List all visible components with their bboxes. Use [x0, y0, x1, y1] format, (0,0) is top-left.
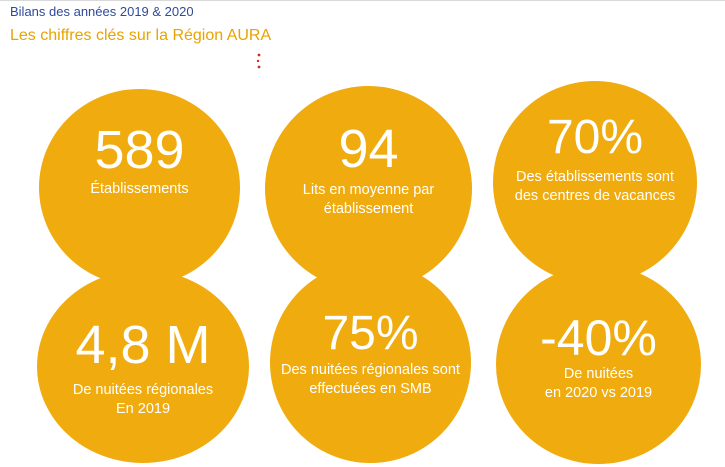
stat-value: 4,8 M — [75, 315, 211, 375]
stat-value: 75% — [322, 307, 419, 360]
stat-circle-regional-nights: 4,8 M De nuitées régionales En 2019 — [37, 270, 249, 463]
stat-description-line: Des établissements sont — [516, 169, 674, 185]
stat-description: Des nuitées régionales sont effectuées e… — [264, 361, 477, 399]
stat-description: Lits en moyenne par établissement — [259, 181, 478, 219]
page-subtitle: Les chiffres clés sur la Région AURA — [10, 27, 272, 44]
stat-description-line: De nuitées — [563, 366, 634, 382]
stat-circle-holiday-centers: 70% Des établissements sont des centres … — [493, 81, 697, 284]
stat-description-line: Des nuitées régionales sont — [281, 362, 460, 378]
page-title: Bilans des années 2019 & 2020 — [10, 4, 194, 19]
stat-description-line: En 2019 — [115, 401, 171, 417]
stat-description-line: De nuitées régionales — [72, 382, 214, 398]
stat-circle-establishments: 589 Établissements — [39, 89, 240, 286]
top-divider — [0, 0, 725, 1]
stat-circle-smb-nights: 75% Des nuitées régionales sont effectué… — [270, 262, 471, 463]
stat-description-line: des centres de vacances — [514, 188, 676, 204]
stat-description: Établissements — [33, 180, 246, 199]
stat-description-line: en 2020 vs 2019 — [544, 385, 653, 401]
stat-description: De nuitées régionales En 2019 — [31, 381, 255, 419]
stat-description: De nuitées en 2020 vs 2019 — [490, 365, 707, 403]
stat-description-line: Lits en moyenne par — [302, 182, 435, 198]
stat-circle-nights-change: -40% De nuitées en 2020 vs 2019 — [496, 265, 701, 464]
stat-circle-beds: 94 Lits en moyenne par établissement — [265, 86, 472, 291]
stat-description-line: établissement — [323, 201, 414, 217]
stat-description-line: effectuées en SMB — [309, 381, 432, 397]
red-mark-decoration — [256, 53, 261, 69]
stat-value: 589 — [94, 120, 185, 180]
stat-value: 70% — [546, 111, 644, 164]
stat-description: Des établissements sont des centres de v… — [487, 168, 703, 206]
stat-value: 94 — [338, 119, 399, 179]
stat-value: -40% — [540, 310, 657, 366]
stat-description-line: Établissements — [90, 181, 189, 197]
